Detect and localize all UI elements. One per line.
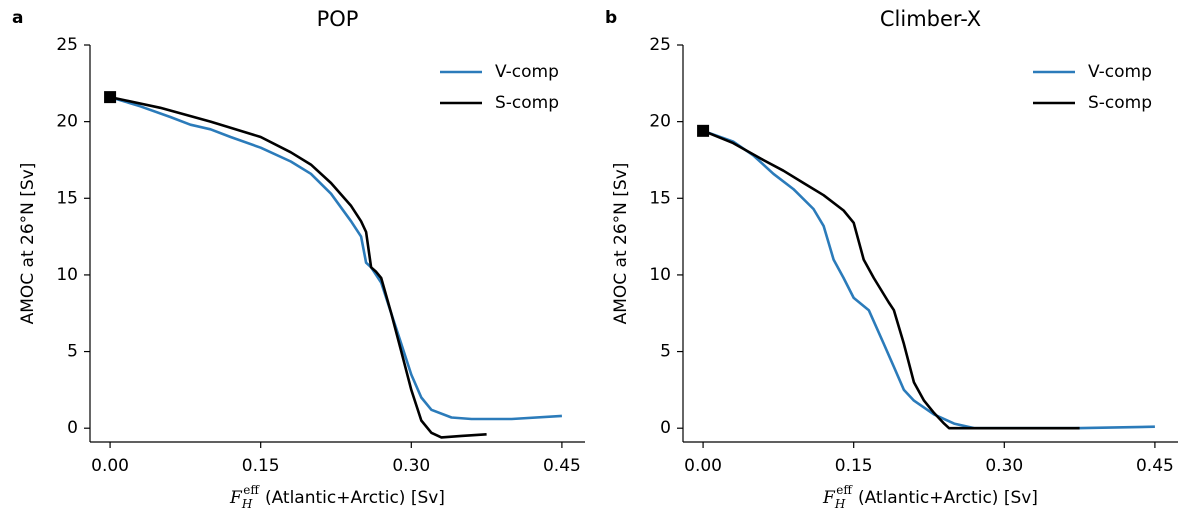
x-tick-label: 0.15	[835, 456, 873, 476]
chart-title: Climber-X	[880, 7, 981, 31]
x-tick-label: 0.00	[91, 456, 129, 476]
x-tick-label: 0.30	[985, 456, 1023, 476]
x-label-symbol: F	[229, 488, 243, 508]
y-tick-label: 20	[649, 112, 671, 132]
start-marker	[104, 91, 117, 104]
x-label-symbol: F	[822, 488, 836, 508]
x-tick-label: 0.45	[543, 456, 581, 476]
x-label-sub: H	[241, 497, 253, 511]
x-label-text: (Atlantic+Arctic) [Sv]	[265, 488, 445, 508]
x-label-sup: eff	[243, 483, 260, 497]
data-line	[109, 95, 487, 439]
y-tick-label: 0	[660, 418, 671, 438]
x-tick-label: 0.45	[1136, 456, 1174, 476]
legend-label: S-comp	[1088, 93, 1152, 113]
x-label-sub: H	[834, 497, 846, 511]
y-tick-label: 10	[649, 265, 671, 285]
legend-label: V-comp	[495, 62, 559, 82]
x-axis-label: FHeff (Atlantic+Arctic) [Sv]	[229, 483, 445, 511]
y-axis-label: AMOC at 26°N [Sv]	[18, 163, 38, 325]
legend-label: V-comp	[1088, 62, 1152, 82]
y-tick-label: 25	[56, 35, 78, 55]
x-tick-label: 0.15	[242, 456, 280, 476]
y-tick-label: 20	[56, 112, 78, 132]
y-tick-label: 0	[67, 418, 78, 438]
panel-label: a	[12, 8, 23, 28]
y-tick-label: 25	[649, 35, 671, 55]
x-tick-label: 0.30	[392, 456, 430, 476]
y-tick-label: 10	[56, 265, 78, 285]
data-line	[109, 95, 562, 421]
y-axis-label: AMOC at 26°N [Sv]	[611, 163, 631, 325]
chart-title: POP	[317, 7, 359, 31]
y-tick-label: 15	[56, 188, 78, 208]
x-tick-label: 0.00	[684, 456, 722, 476]
data-line	[702, 129, 1155, 430]
x-label-text: (Atlantic+Arctic) [Sv]	[858, 488, 1038, 508]
x-axis-label: FHeff (Atlantic+Arctic) [Sv]	[822, 483, 1038, 511]
legend-label: S-comp	[495, 93, 559, 113]
y-tick-label: 15	[649, 188, 671, 208]
x-label-sup: eff	[836, 483, 853, 497]
data-line	[702, 129, 1080, 430]
panel-label: b	[605, 8, 617, 28]
y-tick-label: 5	[67, 342, 78, 362]
y-tick-label: 5	[660, 342, 671, 362]
start-marker	[697, 124, 710, 137]
